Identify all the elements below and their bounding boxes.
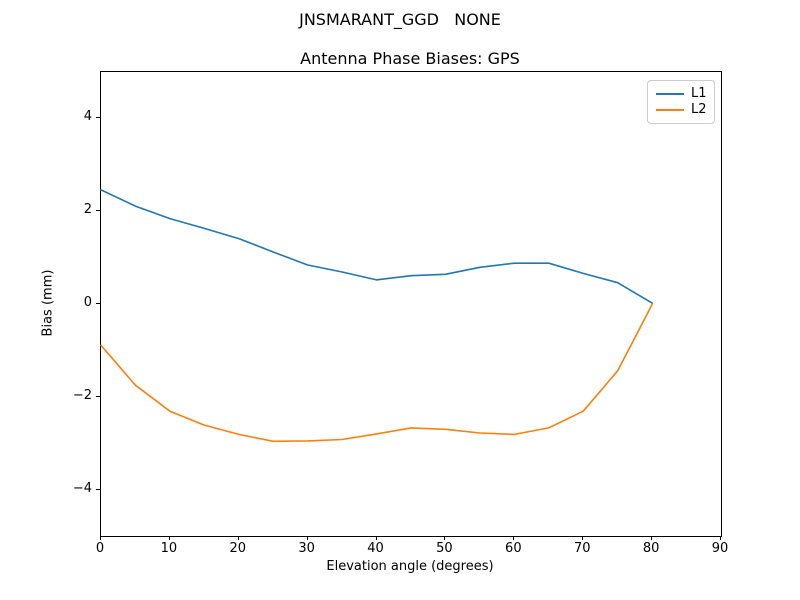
x-axis-label: Elevation angle (degrees) xyxy=(326,559,494,574)
y-tick-mark xyxy=(96,303,100,304)
y-tick-label: −4 xyxy=(72,480,92,496)
y-tick-label: 2 xyxy=(83,202,92,218)
y-tick-label: 4 xyxy=(83,109,92,125)
legend: L1 L2 xyxy=(647,80,715,124)
x-tick-mark xyxy=(444,536,446,540)
x-tick-mark xyxy=(306,536,308,540)
legend-line-swatch-l1 xyxy=(656,93,684,95)
line-l2 xyxy=(100,303,653,443)
axes-title: Antenna Phase Biases: GPS xyxy=(300,49,520,68)
x-tick-mark xyxy=(237,536,239,540)
y-tick-mark xyxy=(96,117,100,119)
x-tick-label: 40 xyxy=(367,541,384,556)
y-tick-mark xyxy=(96,210,100,212)
x-tick-label: 80 xyxy=(642,541,660,556)
y-tick-label: 0 xyxy=(83,295,92,310)
legend-line-swatch-l2 xyxy=(656,109,684,111)
legend-label-l1: L1 xyxy=(691,86,707,101)
y-tick-label: −2 xyxy=(72,387,92,403)
x-tick-mark xyxy=(651,536,653,540)
legend-label-l2: L2 xyxy=(691,102,707,117)
x-tick-mark xyxy=(720,536,721,540)
y-tick-mark xyxy=(96,488,100,490)
x-tick-label: 10 xyxy=(160,541,178,556)
x-tick-label: 50 xyxy=(436,541,453,556)
x-tick-label: 90 xyxy=(711,541,729,556)
figure-suptitle: JNSMARANT_GGD NONE xyxy=(299,10,501,29)
legend-entry-l1: L1 xyxy=(656,86,707,102)
x-tick-mark xyxy=(582,536,584,540)
line-l1 xyxy=(100,189,653,304)
x-tick-label: 0 xyxy=(95,541,105,556)
x-tick-label: 60 xyxy=(505,541,522,556)
x-tick-mark xyxy=(375,536,377,540)
plot-area xyxy=(100,71,722,537)
plot-lines-svg xyxy=(100,189,653,443)
x-tick-mark xyxy=(513,536,515,540)
x-tick-mark xyxy=(168,536,170,540)
x-tick-label: 70 xyxy=(573,541,591,556)
x-tick-mark xyxy=(100,536,101,540)
x-tick-label: 30 xyxy=(298,541,315,556)
y-tick-mark xyxy=(96,395,100,397)
y-axis-label: Bias (mm) xyxy=(40,269,56,337)
legend-entry-l2: L2 xyxy=(656,102,707,118)
x-tick-label: 20 xyxy=(229,541,247,556)
